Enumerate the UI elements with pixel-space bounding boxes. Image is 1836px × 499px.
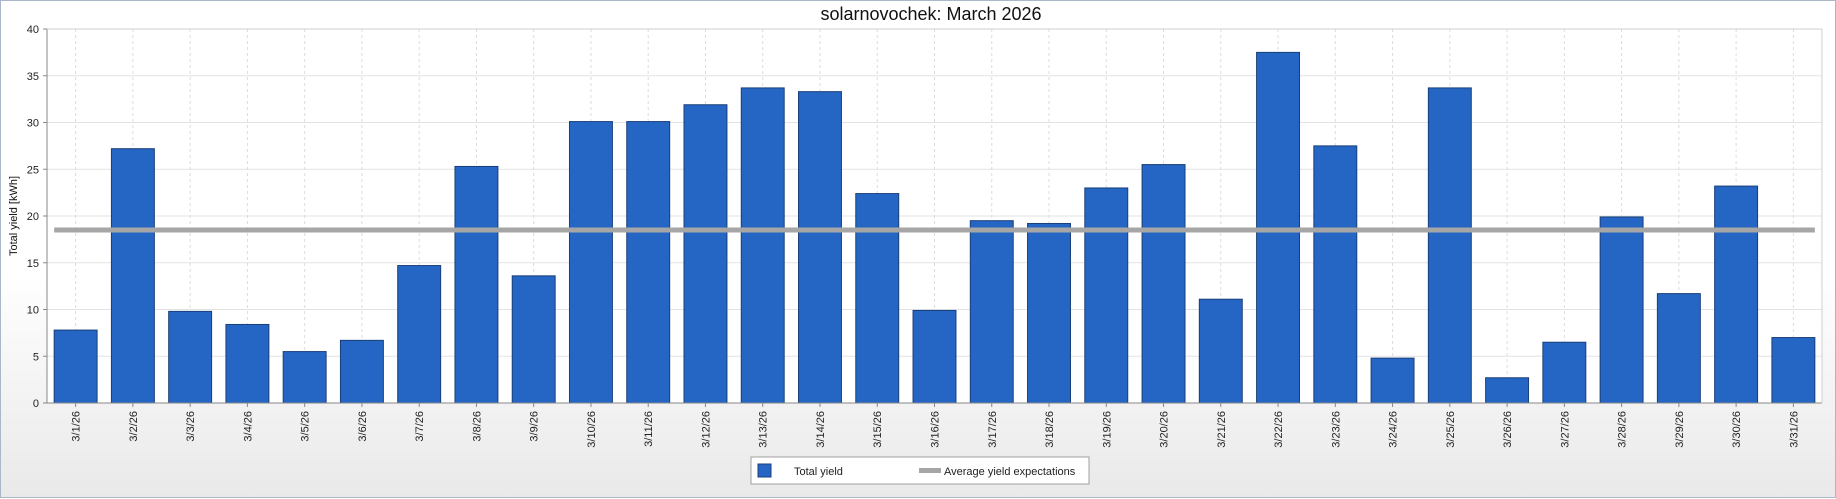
y-tick-label: 10	[27, 305, 39, 317]
bar-3-30-26	[1714, 185, 1759, 404]
bar-3-27-26	[1542, 341, 1587, 404]
x-tick-label: 3/25/26	[1445, 411, 1457, 448]
bar-3-23-26	[1313, 145, 1358, 404]
x-tick-label: 3/15/26	[872, 411, 884, 448]
bar-3-2-26	[110, 148, 155, 404]
bar-3-18-26	[1027, 222, 1071, 404]
y-tick-label: 0	[33, 398, 39, 410]
x-tick-label: 3/17/26	[987, 411, 999, 448]
bar-3-17-26	[969, 220, 1014, 404]
x-tick-label: 3/22/26	[1273, 411, 1285, 448]
x-tick-label: 3/12/26	[700, 411, 712, 448]
x-tick-label: 3/7/26	[414, 411, 426, 442]
bar-3-16-26	[912, 309, 957, 404]
x-tick-label: 3/23/26	[1330, 411, 1342, 448]
bar-3-19-26	[1084, 187, 1129, 404]
legend-label-total-yield: Total yield	[794, 466, 843, 478]
x-tick-label: 3/3/26	[185, 411, 197, 442]
bar-3-13-26	[740, 87, 785, 404]
y-tick-label: 40	[27, 24, 39, 36]
y-tick-label: 30	[27, 118, 39, 130]
x-tick-labels: 3/1/26 3/2/26 3/3/26 3/4/26 3/5/26 3/6/26 3/7/…	[71, 403, 1800, 448]
x-tick-label: 3/4/26	[242, 411, 254, 442]
bar-3-26-26	[1485, 377, 1530, 404]
x-tick-label: 3/1/26	[71, 411, 83, 442]
bar-3-10-26	[568, 121, 613, 404]
x-tick-label: 3/10/26	[586, 411, 598, 448]
bar-3-20-26	[1141, 164, 1186, 404]
y-tick-label: 15	[27, 258, 39, 270]
y-tick-label: 25	[27, 164, 39, 176]
x-tick-label: 3/19/26	[1101, 411, 1113, 448]
x-tick-label: 3/16/26	[930, 411, 942, 448]
bar-3-14-26	[798, 91, 842, 404]
legend-swatch-total-yield	[757, 463, 772, 478]
x-tick-label: 3/20/26	[1159, 411, 1171, 448]
bar-3-1-26	[53, 329, 98, 404]
bar-3-24-26	[1370, 357, 1415, 404]
x-tick-label: 3/9/26	[529, 411, 541, 442]
bar-3-7-26	[397, 265, 442, 404]
x-tick-label: 3/6/26	[357, 411, 369, 442]
x-tick-label: 3/24/26	[1388, 411, 1400, 448]
x-tick-label: 3/31/26	[1788, 411, 1800, 448]
x-tick-label: 3/26/26	[1502, 411, 1514, 448]
y-tick-label: 35	[27, 71, 39, 83]
y-tick-label: 5	[33, 351, 39, 363]
bar-3-3-26	[168, 310, 213, 404]
x-tick-label: 3/27/26	[1559, 411, 1571, 448]
legend-swatch-average	[919, 468, 941, 473]
bar-3-15-26	[855, 193, 900, 404]
x-tick-label: 3/18/26	[1044, 411, 1056, 448]
x-tick-label: 3/21/26	[1216, 411, 1228, 448]
bar-3-9-26	[511, 275, 556, 404]
x-tick-label: 3/28/26	[1617, 411, 1629, 448]
y-tick-labels: 0 5 10 15 20 25 30 35 40	[27, 24, 47, 410]
x-tick-label: 3/30/26	[1731, 411, 1743, 448]
x-tick-label: 3/29/26	[1674, 411, 1686, 448]
bars	[53, 51, 1816, 404]
bar-3-25-26	[1427, 87, 1472, 404]
bar-3-21-26	[1198, 298, 1243, 404]
x-tick-label: 3/11/26	[643, 411, 655, 447]
bar-3-12-26	[683, 104, 728, 404]
bar-3-8-26	[454, 165, 499, 404]
bar-3-5-26	[282, 351, 327, 404]
bar-3-11-26	[626, 121, 671, 404]
bar-3-4-26	[225, 323, 270, 404]
y-tick-label: 20	[27, 211, 39, 223]
x-tick-label: 3/14/26	[815, 411, 827, 448]
x-tick-label: 3/2/26	[128, 411, 140, 442]
x-tick-label: 3/13/26	[758, 411, 770, 448]
bar-3-28-26	[1599, 216, 1644, 404]
x-tick-label: 3/8/26	[471, 411, 483, 442]
bar-3-31-26	[1771, 337, 1816, 404]
legend-label-average: Average yield expectations	[944, 466, 1076, 478]
bar-3-29-26	[1656, 293, 1701, 404]
chart-title: solarnovochek: March 2026	[820, 4, 1041, 24]
legend: Total yield Average yield expectations	[750, 456, 1090, 485]
bar-3-6-26	[339, 339, 384, 404]
x-tick-label: 3/5/26	[300, 411, 312, 442]
y-axis-label: Total yield [kWh]	[8, 176, 20, 256]
